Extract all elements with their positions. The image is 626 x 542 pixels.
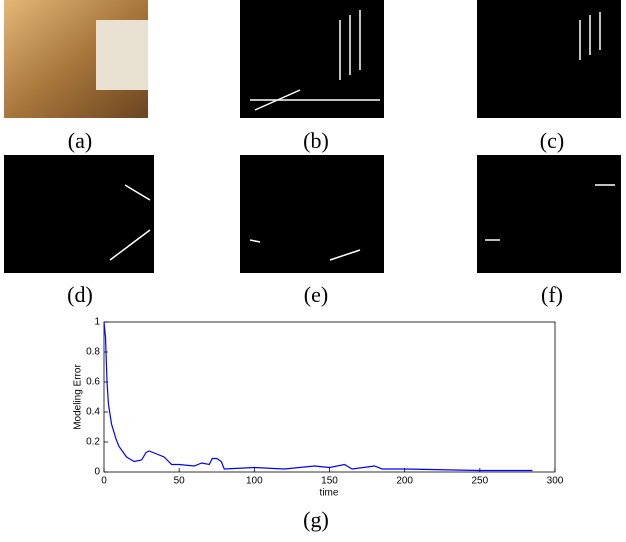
panel-label: (f): [541, 282, 563, 307]
y-tick-label: 0.8: [86, 347, 100, 358]
y-tick-label: 0.6: [86, 377, 100, 388]
data-line: [103, 321, 533, 472]
panel-label: (a): [68, 128, 92, 153]
plot-frame: [103, 321, 556, 473]
x-tick-label: 100: [246, 476, 263, 487]
photo-window: [96, 20, 148, 90]
panel-label: (e): [304, 282, 328, 307]
edge-image: [477, 155, 621, 273]
x-tick-label: 50: [174, 476, 186, 487]
edge-pattern: [109, 10, 615, 261]
x-tick-label: 250: [471, 476, 488, 487]
y-tick-label: 0.4: [86, 407, 100, 418]
y-tick-label: 0.2: [86, 437, 100, 448]
edge-image: [477, 0, 621, 118]
edge-image: [240, 155, 384, 273]
x-tick-label: 300: [547, 476, 564, 487]
panel-label: (g): [303, 507, 329, 532]
edge-image: [4, 155, 154, 273]
panel-label: (b): [303, 128, 329, 153]
panel-label: (c): [540, 128, 564, 153]
panel-label: (d): [67, 282, 93, 307]
x-tick-label: 150: [321, 476, 338, 487]
y-tick-label: 0: [94, 467, 100, 478]
y-tick-label: 1: [94, 317, 100, 328]
x-axis-label: time: [320, 488, 339, 499]
x-tick-label: 200: [396, 476, 413, 487]
x-tick-label: 0: [101, 476, 107, 487]
y-axis-label: Modeling Error: [73, 364, 84, 430]
